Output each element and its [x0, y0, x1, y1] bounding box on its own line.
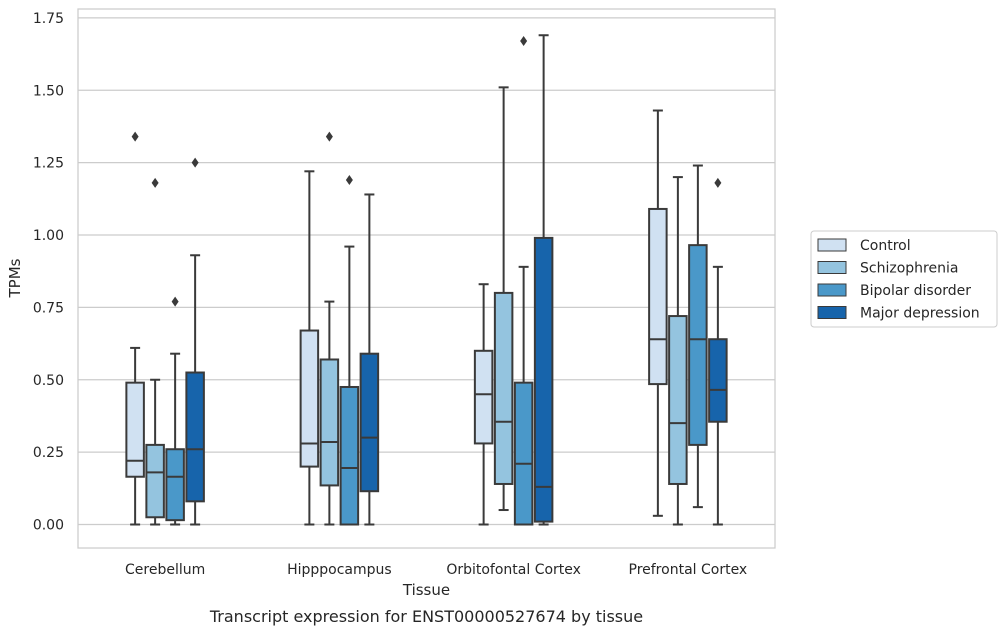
box-schizophrenia [668, 176, 688, 526]
iqr-box [145, 443, 165, 519]
x-axis-title: Tissue [402, 581, 450, 599]
box-bipolar-disorder [688, 164, 708, 509]
box-series [125, 34, 728, 526]
legend-swatch [817, 306, 847, 319]
legend-label: Bipolar disorder [860, 283, 971, 299]
y-tick-label: 0.25 [33, 445, 64, 461]
y-tick-label: 1.50 [33, 83, 64, 99]
box-schizophrenia [145, 177, 165, 526]
legend-frame [810, 230, 998, 328]
outlier-point [131, 131, 139, 142]
plot-frame [77, 8, 776, 549]
legend: Control Schizophrenia Bipolar disorder Majo… [810, 230, 998, 328]
outlier-point [191, 157, 199, 168]
iqr-box [648, 207, 668, 386]
legend-swatch [817, 238, 847, 252]
iqr-box [688, 244, 708, 446]
legend-label: Schizophrenia [860, 261, 958, 277]
box-control [648, 109, 668, 517]
outlier-point [520, 36, 528, 47]
y-tick-label: 0.75 [33, 300, 64, 316]
box-bipolar-disorder [165, 296, 185, 526]
box-major-depression [359, 193, 380, 526]
iqr-box [668, 315, 688, 485]
box-bipolar-disorder [339, 174, 360, 526]
legend-label: Major depression [860, 306, 980, 322]
iqr-box [513, 381, 534, 526]
legend-label: Control [860, 238, 911, 254]
legend-swatch [817, 283, 847, 297]
iqr-box [533, 236, 554, 523]
y-tick-label: 0.00 [33, 518, 64, 534]
iqr-box [708, 338, 728, 423]
box-major-depression [185, 157, 205, 526]
y-axis-title: TPMs [6, 258, 24, 298]
y-axis-ticks: 0.00 0.25 0.50 0.75 1.00 1.25 1.50 1.75 [33, 11, 64, 534]
legend-swatch [817, 261, 847, 274]
iqr-box [125, 381, 145, 478]
x-axis-ticks: Cerebellum Hipppocampus Orbitofontal Corte… [125, 562, 747, 578]
outlier-point [325, 131, 333, 142]
box-major-depression [708, 177, 728, 526]
iqr-box [493, 291, 514, 485]
iqr-box [473, 349, 494, 445]
outlier-point [151, 177, 159, 188]
box-schizophrenia [319, 131, 340, 526]
box-control [125, 131, 145, 526]
y-tick-label: 0.50 [33, 373, 64, 389]
box-control [473, 283, 494, 526]
y-tick-label: 1.75 [33, 11, 64, 27]
iqr-box [165, 448, 185, 522]
y-tick-label: 1.00 [33, 228, 64, 244]
iqr-box [319, 358, 340, 487]
chart-caption: Transcript expression for ENST0000052767… [209, 607, 643, 626]
iqr-box [185, 371, 205, 503]
x-tick-label: Orbitofontal Cortex [446, 562, 581, 578]
box-schizophrenia [493, 86, 514, 512]
x-tick-label: Prefrontal Cortex [629, 562, 748, 578]
outlier-point [714, 177, 722, 188]
outlier-point [345, 174, 353, 185]
outlier-point [171, 296, 179, 307]
box-bipolar-disorder [513, 36, 534, 526]
y-tick-label: 1.25 [33, 156, 64, 172]
iqr-box [299, 329, 320, 468]
iqr-box [359, 352, 380, 493]
x-tick-label: Cerebellum [125, 562, 205, 578]
box-control [299, 170, 320, 526]
box-major-depression [533, 34, 554, 526]
iqr-box [339, 385, 360, 526]
x-tick-label: Hipppocampus [287, 562, 392, 578]
